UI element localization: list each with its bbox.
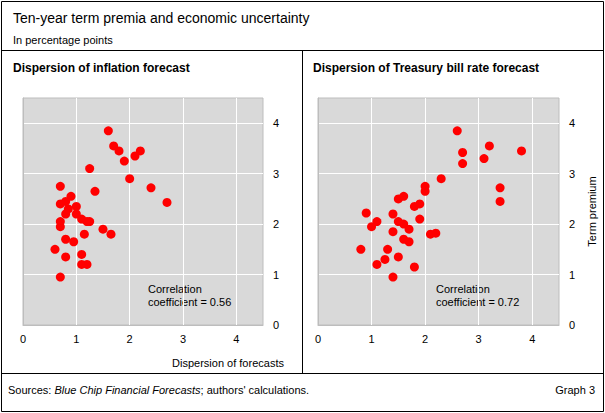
svg-text:2: 2: [127, 333, 133, 345]
svg-text:2: 2: [273, 218, 279, 230]
svg-text:2: 2: [422, 333, 428, 345]
svg-text:1: 1: [73, 333, 79, 345]
svg-text:1: 1: [368, 333, 374, 345]
svg-text:1: 1: [569, 269, 575, 281]
svg-text:3: 3: [180, 333, 186, 345]
svg-text:Correlation: Correlation: [148, 283, 202, 295]
svg-text:Blue Chip Financial Forecasts: Blue Chip Financial Forecasts: [54, 384, 201, 396]
svg-text:Term premium: Term premium: [586, 176, 598, 246]
svg-text:Correlation: Correlation: [436, 283, 490, 295]
svg-text:4: 4: [233, 333, 239, 345]
svg-text:Sources:: Sources:: [8, 384, 54, 396]
svg-text:Dispersion of inflation foreca: Dispersion of inflation forecast: [13, 61, 190, 75]
svg-text:4: 4: [569, 117, 575, 129]
svg-text:coefficient = 0.72: coefficient = 0.72: [436, 296, 519, 308]
svg-text:coefficient = 0.56: coefficient = 0.56: [148, 296, 231, 308]
svg-text:1: 1: [273, 269, 279, 281]
svg-text:0: 0: [20, 333, 26, 345]
svg-text:0: 0: [273, 319, 279, 331]
svg-text:In percentage points: In percentage points: [13, 34, 113, 46]
svg-text:0: 0: [315, 333, 321, 345]
svg-text:4: 4: [273, 117, 279, 129]
svg-text:3: 3: [273, 168, 279, 180]
svg-text:Ten-year term premia and econo: Ten-year term premia and economic uncert…: [13, 10, 309, 26]
svg-text:3: 3: [569, 168, 575, 180]
svg-text:Dispersion of forecasts: Dispersion of forecasts: [172, 357, 284, 369]
svg-text:2: 2: [569, 218, 575, 230]
svg-text:0: 0: [569, 319, 575, 331]
svg-text:Dispersion of Treasury bill ra: Dispersion of Treasury bill rate forecas…: [313, 61, 539, 75]
svg-text:3: 3: [476, 333, 482, 345]
svg-text:Graph 3: Graph 3: [555, 384, 595, 396]
svg-text:; authors' calculations.: ; authors' calculations.: [201, 384, 310, 396]
svg-text:4: 4: [529, 333, 535, 345]
